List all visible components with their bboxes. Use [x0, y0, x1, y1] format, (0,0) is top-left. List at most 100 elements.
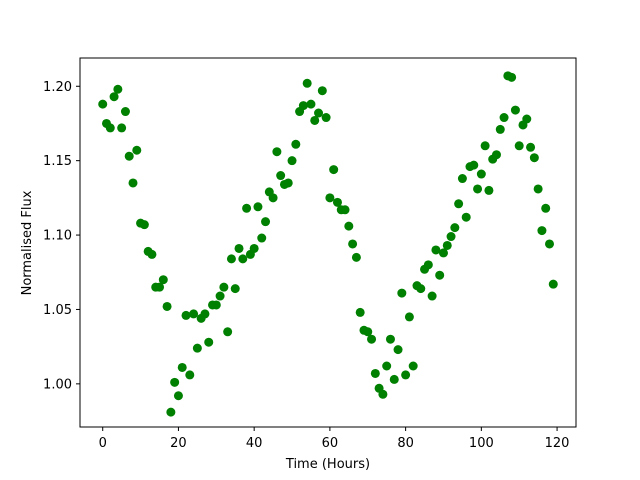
data-point	[268, 193, 278, 203]
data-point	[499, 113, 509, 123]
data-point	[306, 99, 316, 109]
data-point	[98, 99, 108, 109]
data-point	[166, 407, 176, 417]
data-point	[348, 239, 358, 249]
data-points	[98, 71, 558, 417]
data-point	[370, 368, 380, 378]
data-point	[113, 84, 123, 94]
data-point	[283, 178, 293, 188]
data-point	[461, 212, 471, 222]
data-point	[507, 72, 517, 82]
data-point	[344, 221, 354, 231]
data-point	[450, 223, 460, 233]
data-point	[355, 307, 365, 317]
data-point	[253, 202, 263, 212]
data-point	[431, 245, 441, 255]
y-tick-label: 1.00	[43, 377, 72, 392]
data-point	[457, 174, 467, 184]
plot-frame	[79, 57, 577, 428]
x-tick-label: 20	[170, 436, 187, 451]
data-point	[257, 233, 267, 243]
data-point	[291, 139, 301, 149]
data-point	[185, 370, 195, 380]
data-point	[533, 184, 543, 194]
y-axis-ticks: 1.00 1.05 1.10 1.15 1.20	[43, 80, 80, 392]
data-point	[541, 203, 551, 213]
data-point	[378, 389, 388, 399]
x-tick-label: 40	[246, 436, 263, 451]
x-axis-label: Time (Hours)	[285, 457, 370, 472]
data-point	[427, 291, 437, 301]
data-point	[537, 226, 547, 236]
data-point	[529, 153, 539, 163]
data-point	[404, 312, 414, 322]
data-point	[105, 123, 115, 133]
data-point	[469, 160, 479, 170]
data-point	[219, 282, 229, 292]
data-point	[298, 101, 308, 111]
data-point	[351, 252, 361, 262]
data-point	[132, 145, 142, 155]
data-point	[321, 113, 331, 123]
data-point	[340, 205, 350, 215]
data-point	[545, 239, 554, 249]
data-point	[473, 184, 483, 194]
data-point	[242, 203, 252, 213]
data-point	[117, 123, 127, 133]
data-point	[234, 243, 244, 253]
data-point	[495, 124, 505, 134]
data-point	[514, 141, 524, 151]
data-point	[211, 300, 221, 310]
data-point	[226, 254, 236, 264]
x-tick-label: 100	[469, 436, 494, 451]
data-point	[548, 279, 558, 289]
y-axis-label: Normalised Flux	[20, 190, 35, 295]
data-point	[397, 288, 407, 298]
data-point	[329, 165, 339, 175]
data-point	[109, 92, 119, 102]
data-point	[423, 260, 433, 270]
x-tick-label: 120	[545, 436, 570, 451]
data-point	[480, 141, 490, 151]
data-point	[435, 270, 445, 280]
data-point	[314, 108, 324, 118]
data-point	[385, 334, 395, 344]
data-point	[510, 105, 520, 115]
data-point	[401, 370, 411, 380]
data-point	[238, 254, 248, 264]
x-axis-ticks: 0 20 40 60 80 100 120	[99, 427, 570, 451]
data-point	[438, 248, 448, 258]
data-point	[177, 362, 187, 372]
data-point	[147, 249, 157, 259]
y-tick-label: 1.20	[43, 80, 72, 95]
data-point	[155, 282, 165, 292]
data-point	[162, 301, 172, 311]
data-point	[367, 334, 377, 344]
data-point	[491, 150, 501, 160]
data-point	[325, 193, 335, 203]
data-point	[393, 345, 403, 355]
data-point	[287, 156, 297, 166]
data-point	[389, 374, 399, 384]
data-point	[526, 142, 536, 152]
x-tick-label: 80	[397, 436, 414, 451]
data-point	[272, 147, 282, 157]
data-point	[215, 291, 225, 301]
data-point	[158, 275, 168, 285]
data-point	[249, 243, 259, 253]
data-point	[382, 361, 392, 371]
y-tick-label: 1.05	[43, 303, 72, 318]
data-point	[181, 310, 191, 320]
data-point	[120, 107, 130, 117]
data-point	[261, 217, 271, 227]
x-tick-label: 60	[322, 436, 339, 451]
data-point	[124, 151, 134, 161]
data-point	[522, 114, 532, 124]
data-point	[442, 240, 452, 250]
data-point	[317, 86, 327, 96]
data-point	[484, 185, 494, 195]
data-point	[302, 78, 312, 88]
data-point	[170, 377, 180, 387]
data-point	[139, 220, 149, 230]
data-point	[173, 391, 183, 401]
